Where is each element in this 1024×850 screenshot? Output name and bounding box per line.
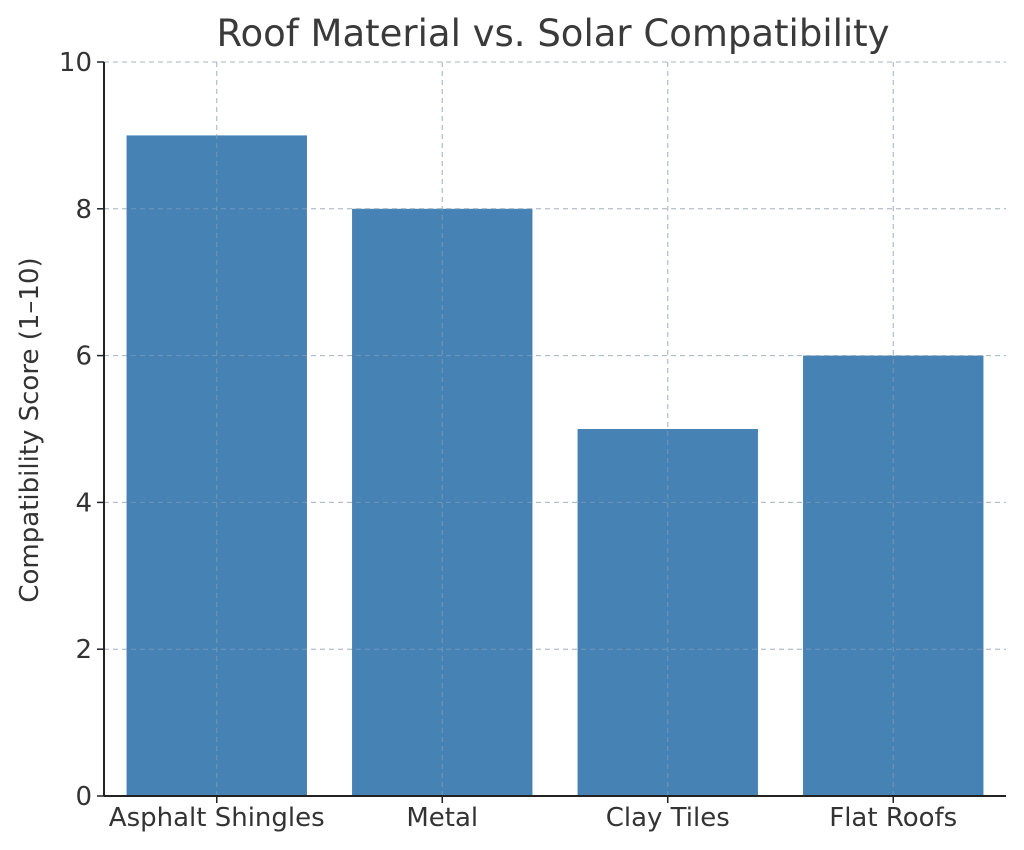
x-tick-label: Metal <box>406 803 478 833</box>
chart-title: Roof Material vs. Solar Compatibility <box>216 12 889 55</box>
y-tick-label: 8 <box>75 195 92 225</box>
y-tick-label: 2 <box>75 635 92 665</box>
x-tick-label: Clay Tiles <box>606 803 730 833</box>
y-tick-label: 10 <box>59 48 92 78</box>
y-tick-label: 0 <box>75 782 92 812</box>
y-axis-label: Compatibility Score (1–10) <box>15 257 45 602</box>
x-tick-label: Asphalt Shingles <box>109 803 325 833</box>
grid-overlay <box>104 61 1006 796</box>
y-tick-label: 4 <box>75 488 92 518</box>
axes <box>103 62 1006 797</box>
x-tick-label: Flat Roofs <box>829 803 957 833</box>
y-tick-label: 6 <box>75 342 92 372</box>
y-ticks: 0 2 4 6 8 10 <box>59 48 104 812</box>
x-ticks: Asphalt Shingles Metal Clay Tiles Flat Roof… <box>109 796 957 833</box>
bars <box>104 61 1006 797</box>
